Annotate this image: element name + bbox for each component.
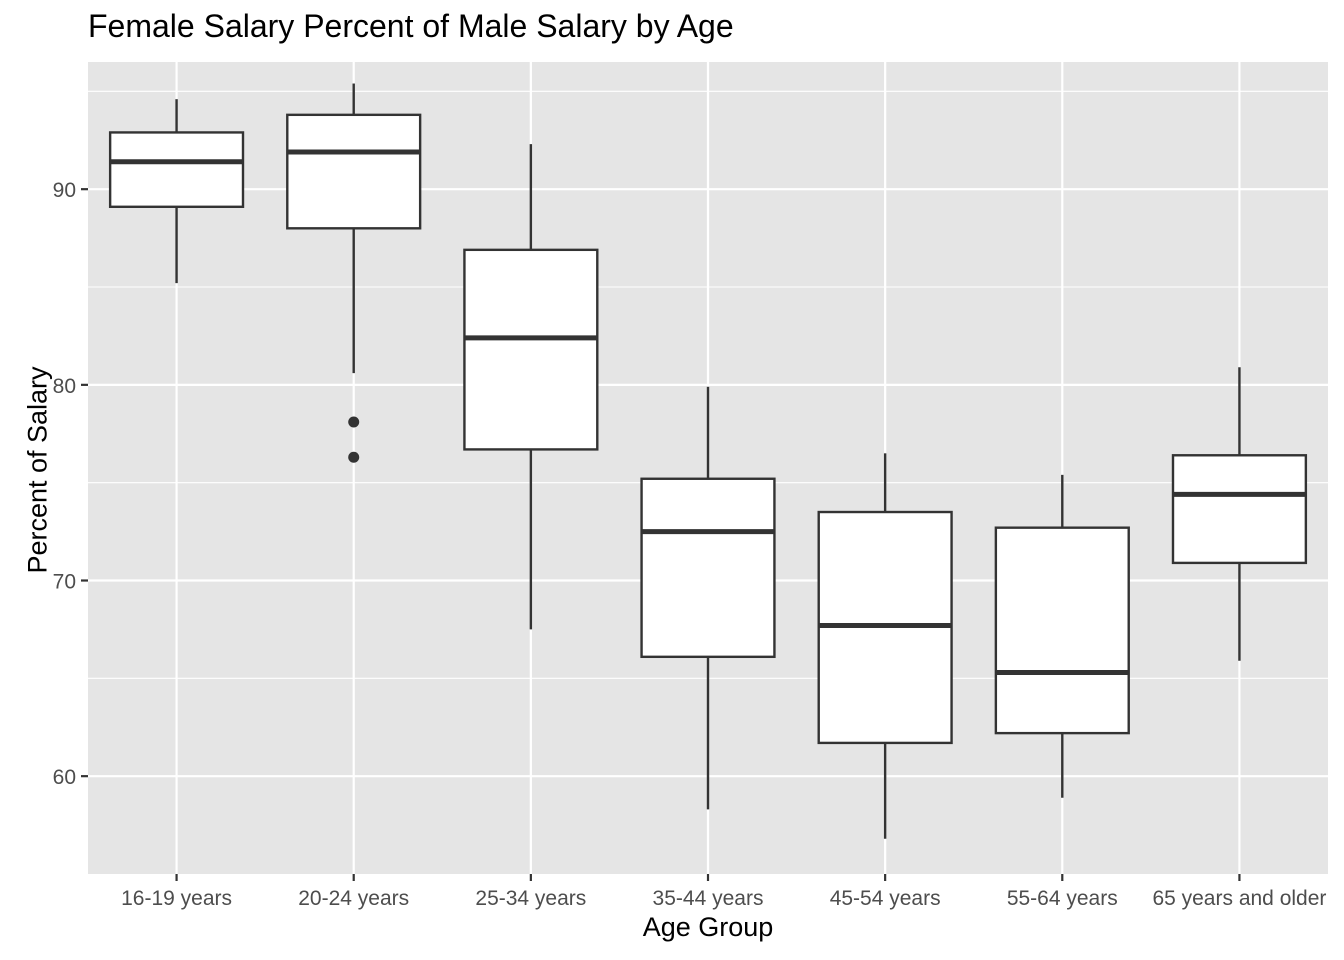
box-iqr xyxy=(994,526,1130,735)
chart-title: Female Salary Percent of Male Salary by … xyxy=(88,8,734,44)
y-tick-label: 90 xyxy=(53,179,76,202)
x-tick-label: 20-24 years xyxy=(298,887,409,910)
x-tick-label: 45-54 years xyxy=(830,887,941,910)
box-iqr xyxy=(463,248,599,451)
box-iqr xyxy=(108,131,245,208)
x-tick-label: 25-34 years xyxy=(475,887,586,910)
y-tick-label: 70 xyxy=(53,571,76,594)
box-iqr xyxy=(640,477,776,659)
y-tick-label: 80 xyxy=(53,375,76,398)
x-tick-label: 16-19 years xyxy=(121,887,232,910)
x-tick-label: 65 years and older xyxy=(1152,887,1326,910)
outlier-point xyxy=(348,451,360,463)
box-iqr xyxy=(1171,454,1308,565)
outlier-point xyxy=(348,416,360,428)
x-tick-label: 55-64 years xyxy=(1007,887,1118,910)
box-iqr xyxy=(286,113,422,230)
x-tick-label: 35-44 years xyxy=(653,887,764,910)
x-axis-title: Age Group xyxy=(642,912,774,942)
y-tick-label: 60 xyxy=(53,766,76,789)
